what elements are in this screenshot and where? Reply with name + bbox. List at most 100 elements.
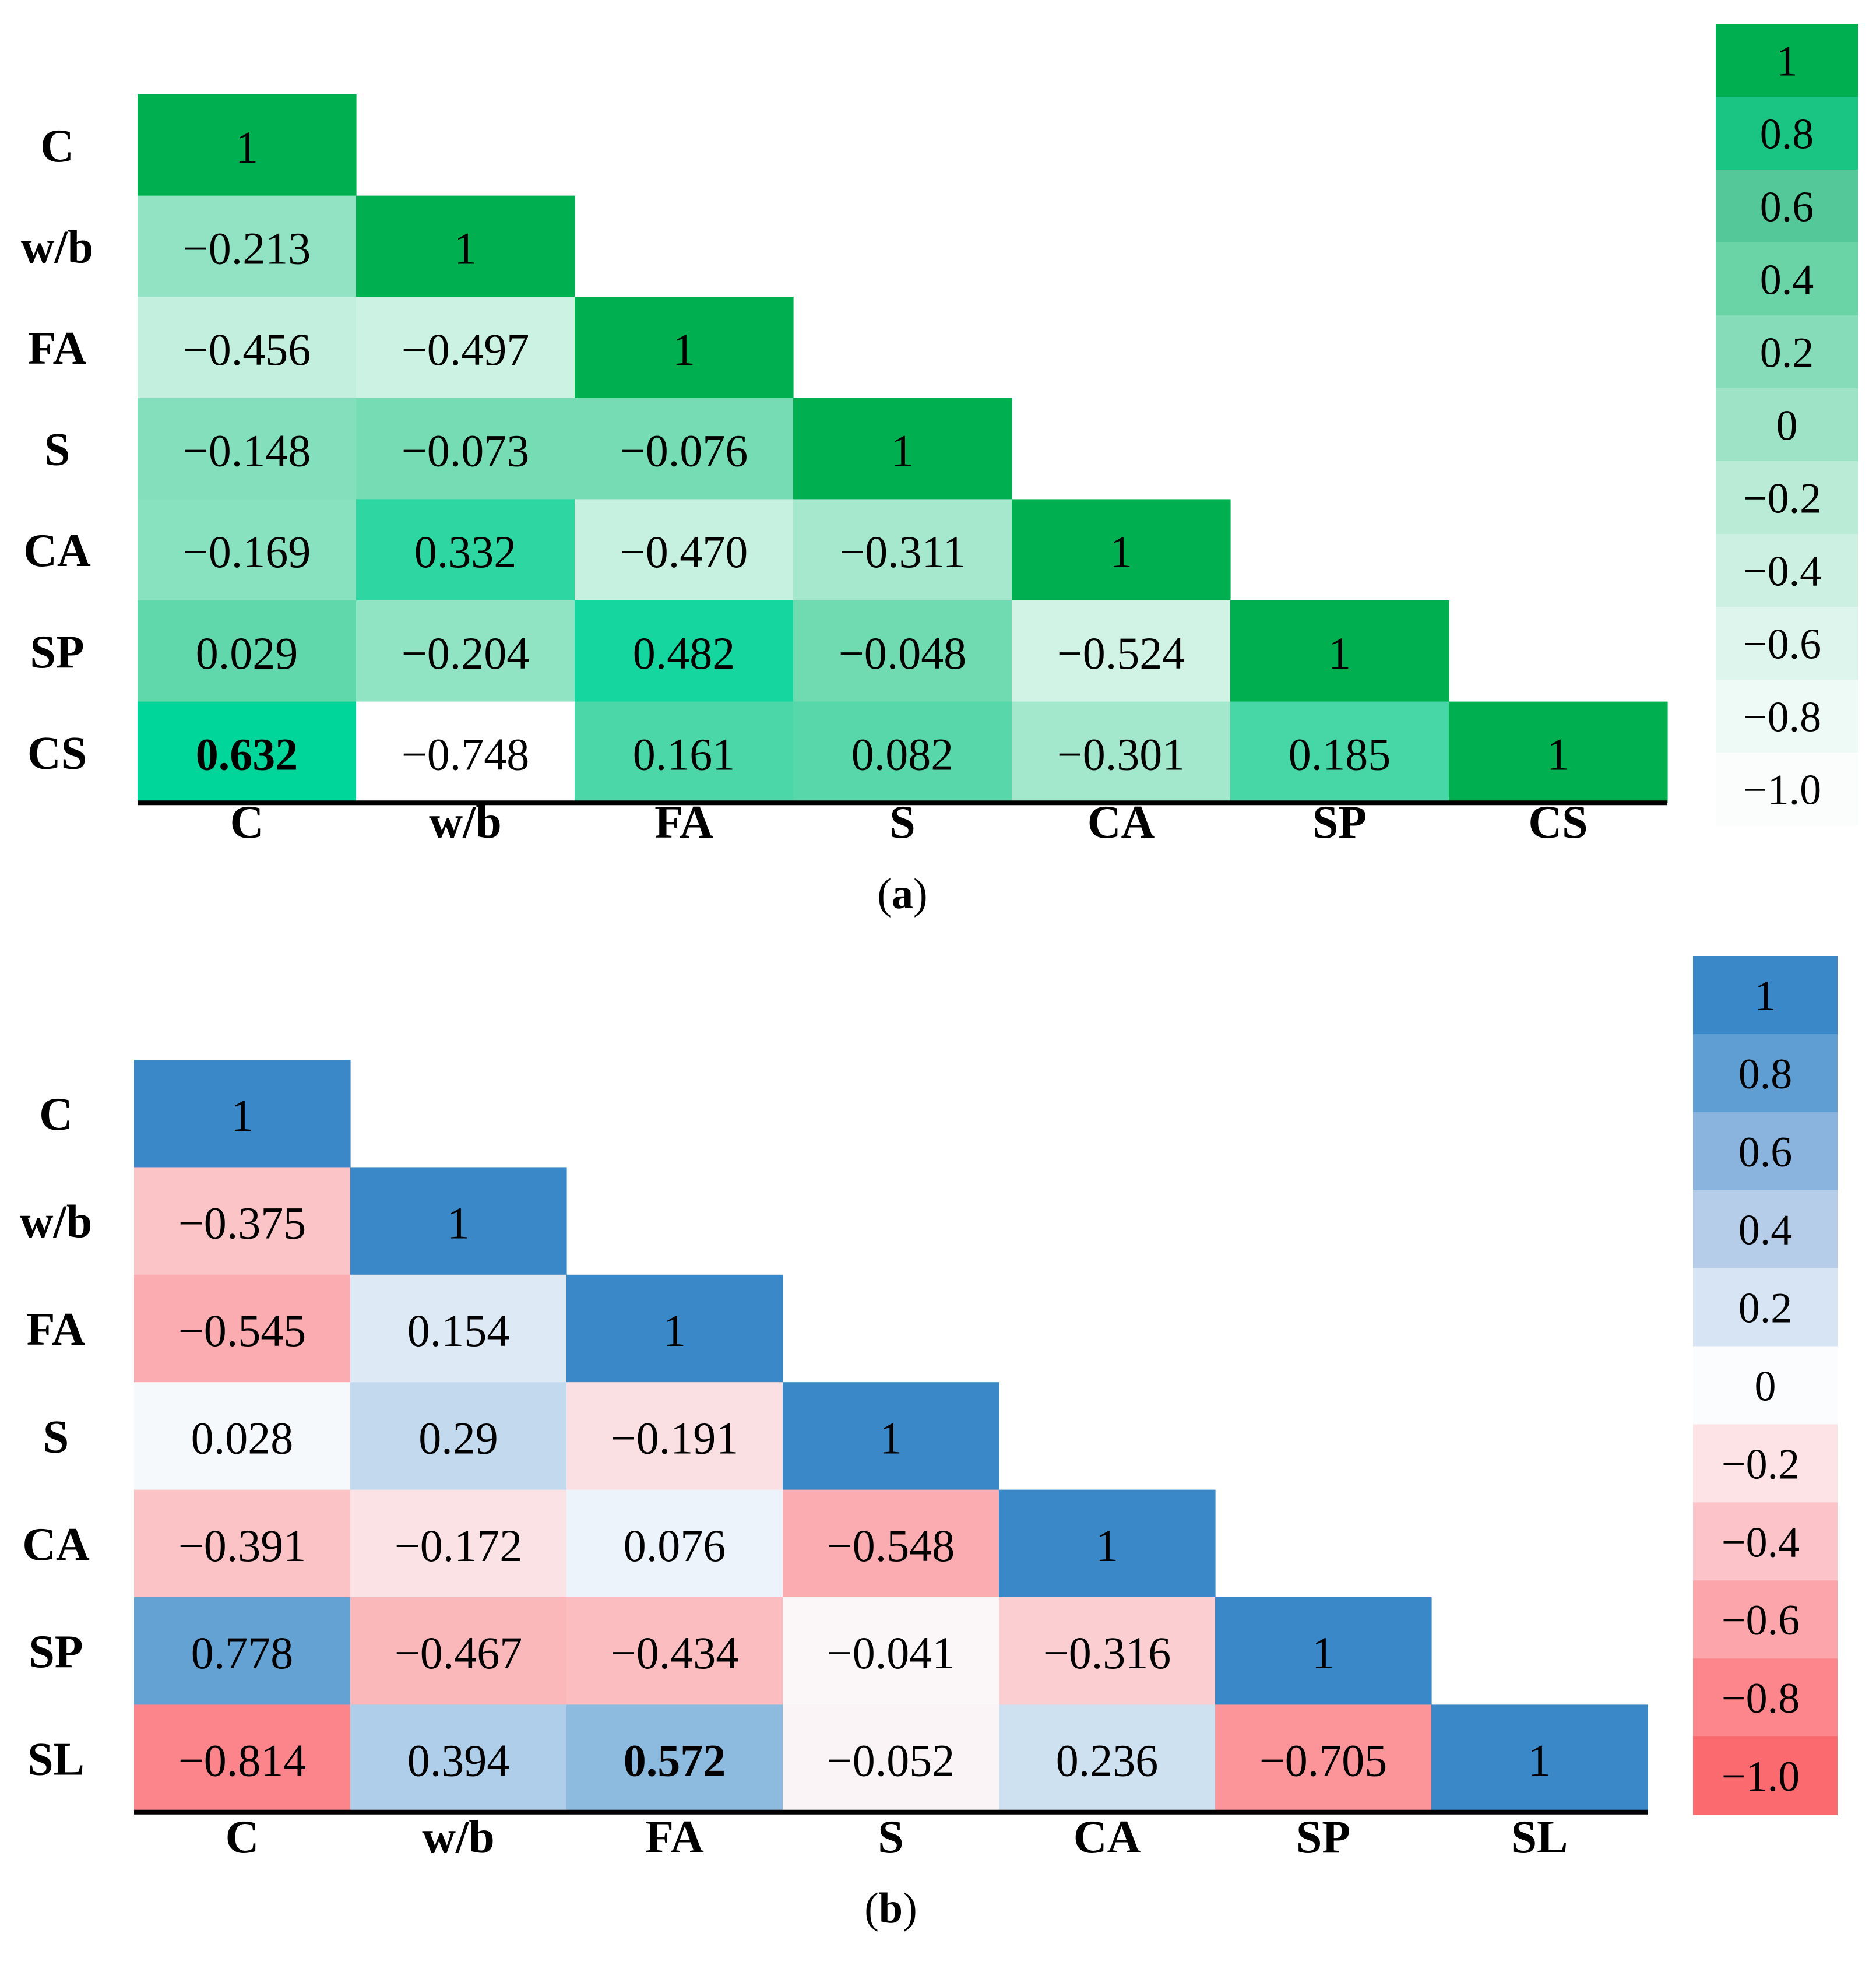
colorbar-tick-label: 0.4 <box>1760 256 1814 304</box>
x-tick-label: SL <box>1511 1812 1568 1863</box>
cell-value-label: 0.028 <box>191 1412 294 1463</box>
heatmap-panel-a: 1 −0.213 1 −0.456 −0.497 1 −0.148 −0.073 −0.076 1… <box>21 24 1858 918</box>
cell-value-label: −0.213 <box>183 223 311 273</box>
colorbar-tick-label: −0.8 <box>1722 1675 1800 1723</box>
colorbar-tick-label: 0.8 <box>1760 111 1814 159</box>
colorbar-legend: 1 0.8 0.6 0.4 0.2 0 −0.2 −0.4 −0.6 −0.8 −1.0 <box>1716 24 1858 826</box>
colorbar-swatch <box>1693 1346 1838 1425</box>
heatmap-cell <box>783 1382 999 1491</box>
heatmap-cell <box>134 1274 351 1383</box>
heatmap-cell <box>138 499 357 601</box>
heatmap-cell <box>356 195 575 297</box>
cell-value-label: 0.161 <box>633 729 735 779</box>
x-tick-label: w/b <box>422 1812 495 1863</box>
x-tick-label: FA <box>654 797 713 848</box>
colorbar-swatch <box>1716 315 1858 389</box>
heatmap-cell <box>356 701 575 803</box>
cell-value-label: 0.572 <box>624 1735 726 1786</box>
cell-value-label: 0.29 <box>418 1412 498 1463</box>
y-tick-label: CA <box>22 1519 90 1570</box>
x-tick-label: S <box>889 797 916 848</box>
colorbar-tick-label: −0.8 <box>1743 694 1821 741</box>
x-tick-label: CS <box>1528 797 1588 848</box>
heatmap-cell <box>356 600 575 702</box>
heatmap-cell <box>1215 1704 1432 1813</box>
cell-value-label: −0.076 <box>620 426 748 476</box>
cell-value-label: 0.632 <box>196 729 298 779</box>
heatmap-cell <box>350 1597 567 1705</box>
heatmap-cell <box>783 1489 999 1598</box>
cell-value-label: −0.311 <box>839 526 966 577</box>
cell-value-label: −0.497 <box>402 324 530 375</box>
heatmap-cell <box>783 1597 999 1705</box>
cell-value-label: −0.052 <box>827 1735 955 1786</box>
heatmap-cell <box>793 600 1012 702</box>
colorbar-swatch <box>1716 753 1858 826</box>
y-tick-label: FA <box>27 1304 86 1355</box>
cell-value-label: 0.778 <box>191 1627 294 1678</box>
cell-value-label: 1 <box>891 426 914 476</box>
cell-value-label: 1 <box>879 1412 902 1463</box>
cell-value-label: −0.391 <box>178 1520 307 1571</box>
cell-value-label: −0.814 <box>178 1735 307 1786</box>
x-tick-label: S <box>878 1812 904 1863</box>
cell-value-label: 0.482 <box>633 628 735 679</box>
cell-value-label: 1 <box>235 122 258 173</box>
colorbar-tick-label: −0.6 <box>1722 1597 1800 1644</box>
cell-value-label: 0.154 <box>407 1305 510 1356</box>
heatmap-cell <box>134 1060 351 1168</box>
colorbar-legend: 1 0.8 0.6 0.4 0.2 0 −0.2 −0.4 −0.6 −0.8 −1.0 <box>1693 956 1838 1815</box>
cell-value-label: −0.301 <box>1057 729 1185 779</box>
heatmap-cell <box>350 1704 567 1813</box>
heatmap-cell <box>1230 600 1449 702</box>
colorbar-swatch <box>1693 1580 1838 1659</box>
heatmap-cell <box>356 297 575 399</box>
cell-value-label: 1 <box>447 1198 470 1249</box>
x-tick-label: SP <box>1312 797 1367 848</box>
y-tick-label: C <box>40 121 74 172</box>
cell-value-label: 0.236 <box>1056 1735 1159 1786</box>
y-tick-label: CA <box>23 525 91 577</box>
x-tick-label: CA <box>1087 797 1155 848</box>
colorbar-swatch <box>1693 1736 1838 1815</box>
cell-value-label: 1 <box>454 223 477 273</box>
colorbar-tick-label: 0 <box>1755 1363 1776 1411</box>
cell-value-label: 0.029 <box>196 628 298 679</box>
cell-value-label: 0.185 <box>1289 729 1391 779</box>
colorbar-tick-label: −1.0 <box>1722 1753 1800 1801</box>
x-tick-label: w/b <box>429 797 502 848</box>
cell-value-label: 0.332 <box>414 526 517 577</box>
colorbar-swatch <box>1716 242 1858 316</box>
y-tick-label: CS <box>27 727 87 779</box>
cell-value-label: −0.048 <box>839 628 967 679</box>
heatmap-cell <box>138 701 357 803</box>
colorbar-swatch <box>1693 1502 1838 1581</box>
heatmap-cell <box>575 499 794 601</box>
cell-value-label: 1 <box>663 1305 686 1356</box>
x-tick-label: C <box>230 797 264 848</box>
colorbar-swatch <box>1716 680 1858 753</box>
colorbar-swatch <box>1716 388 1858 462</box>
cell-value-label: −0.467 <box>395 1627 523 1678</box>
y-tick-label: SP <box>30 627 84 678</box>
heatmap-cell <box>566 1274 783 1383</box>
cell-value-label: 1 <box>1110 526 1132 577</box>
y-tick-label: C <box>39 1089 73 1140</box>
cell-value-label: −0.748 <box>402 729 530 779</box>
cell-value-label: 0.076 <box>624 1520 726 1571</box>
y-tick-label: FA <box>28 323 87 374</box>
heatmap-cell <box>134 1597 351 1705</box>
cell-value-label: −0.456 <box>183 324 311 375</box>
heatmap-cell <box>999 1597 1216 1705</box>
heatmap-cell <box>1230 701 1449 803</box>
cell-value-label: −0.204 <box>402 628 530 679</box>
heatmap-cell <box>793 701 1012 803</box>
colorbar-swatch <box>1693 1424 1838 1503</box>
colorbar-tick-label: 0.4 <box>1738 1207 1793 1254</box>
colorbar-swatch <box>1693 956 1838 1035</box>
x-tick-label: SP <box>1296 1812 1350 1863</box>
heatmap-cell <box>138 195 357 297</box>
colorbar-tick-label: −0.2 <box>1743 475 1821 523</box>
colorbar-tick-label: −0.2 <box>1722 1440 1800 1488</box>
